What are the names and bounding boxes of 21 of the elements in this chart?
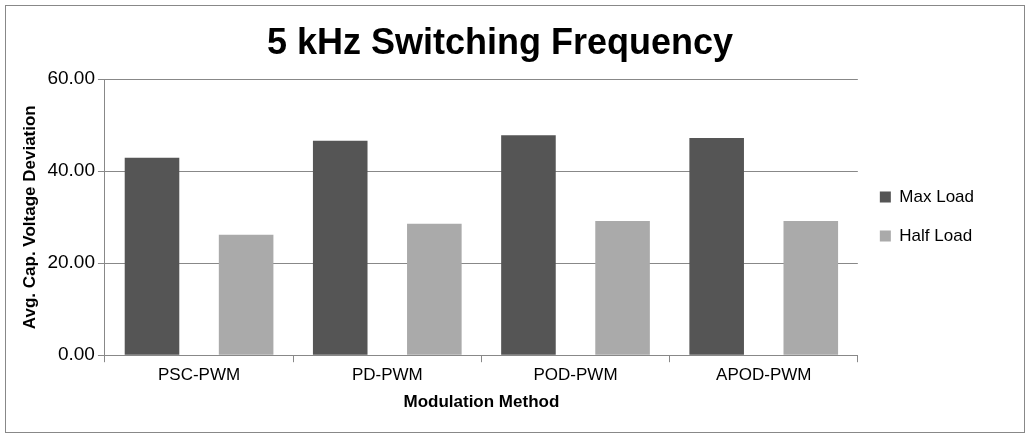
y-axis-title: Avg. Cap. Voltage Deviation (19, 105, 39, 330)
bar (595, 220, 650, 355)
y-tick-label: 60.00 (47, 67, 95, 89)
bar (312, 140, 368, 355)
legend-label: Half Load (899, 225, 973, 245)
bar (501, 135, 556, 355)
bar (783, 220, 839, 355)
x-tick-label: POD-PWM (533, 365, 618, 385)
y-tick-label: 20.00 (47, 251, 95, 273)
bar (124, 157, 180, 355)
x-tick-label: PSC-PWM (157, 365, 241, 385)
chart-title: 5 kHz Switching Frequency (266, 20, 734, 62)
bar (407, 223, 462, 355)
x-axis-title: Modulation Method (403, 392, 560, 412)
y-tick-label: 0.00 (57, 343, 95, 365)
x-tick-label: PD-PWM (351, 365, 423, 385)
x-tick-label: APOD-PWM (716, 365, 812, 385)
bar (218, 234, 274, 355)
y-tick-label: 40.00 (47, 159, 95, 181)
legend-label: Max Load (899, 186, 975, 206)
bar (689, 138, 744, 355)
